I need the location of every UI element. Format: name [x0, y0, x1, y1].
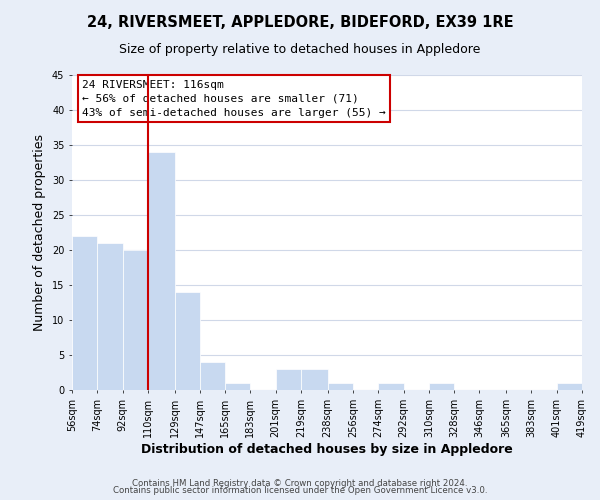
Text: 24 RIVERSMEET: 116sqm
← 56% of detached houses are smaller (71)
43% of semi-deta: 24 RIVERSMEET: 116sqm ← 56% of detached …: [82, 80, 386, 118]
Text: 24, RIVERSMEET, APPLEDORE, BIDEFORD, EX39 1RE: 24, RIVERSMEET, APPLEDORE, BIDEFORD, EX3…: [86, 15, 514, 30]
Text: Size of property relative to detached houses in Appledore: Size of property relative to detached ho…: [119, 42, 481, 56]
X-axis label: Distribution of detached houses by size in Appledore: Distribution of detached houses by size …: [141, 442, 513, 456]
Bar: [429, 383, 454, 390]
Bar: [276, 369, 301, 390]
Bar: [225, 383, 250, 390]
Bar: [378, 383, 404, 390]
Bar: [148, 152, 175, 390]
Text: Contains public sector information licensed under the Open Government Licence v3: Contains public sector information licen…: [113, 486, 487, 495]
Bar: [301, 369, 328, 390]
Text: Contains HM Land Registry data © Crown copyright and database right 2024.: Contains HM Land Registry data © Crown c…: [132, 478, 468, 488]
Bar: [328, 383, 353, 390]
Bar: [122, 250, 148, 390]
Bar: [175, 292, 200, 390]
Bar: [97, 243, 122, 390]
Y-axis label: Number of detached properties: Number of detached properties: [34, 134, 46, 331]
Bar: [557, 383, 582, 390]
Bar: [200, 362, 225, 390]
Bar: [72, 236, 97, 390]
